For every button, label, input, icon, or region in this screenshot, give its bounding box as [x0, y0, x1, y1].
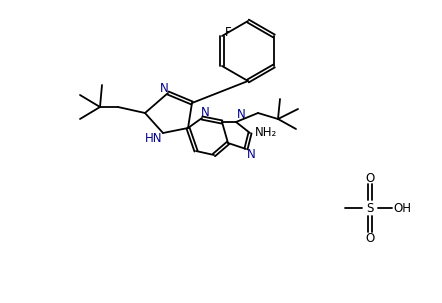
Text: N: N [160, 82, 168, 95]
Text: F: F [225, 25, 231, 38]
Text: N: N [201, 105, 210, 118]
Text: HN: HN [145, 132, 163, 145]
Text: N: N [247, 148, 255, 161]
Text: NH₂: NH₂ [255, 126, 277, 139]
Text: OH: OH [393, 201, 411, 215]
Text: N: N [236, 108, 245, 122]
Text: O: O [366, 231, 375, 245]
Text: S: S [366, 201, 373, 215]
Text: O: O [366, 171, 375, 185]
